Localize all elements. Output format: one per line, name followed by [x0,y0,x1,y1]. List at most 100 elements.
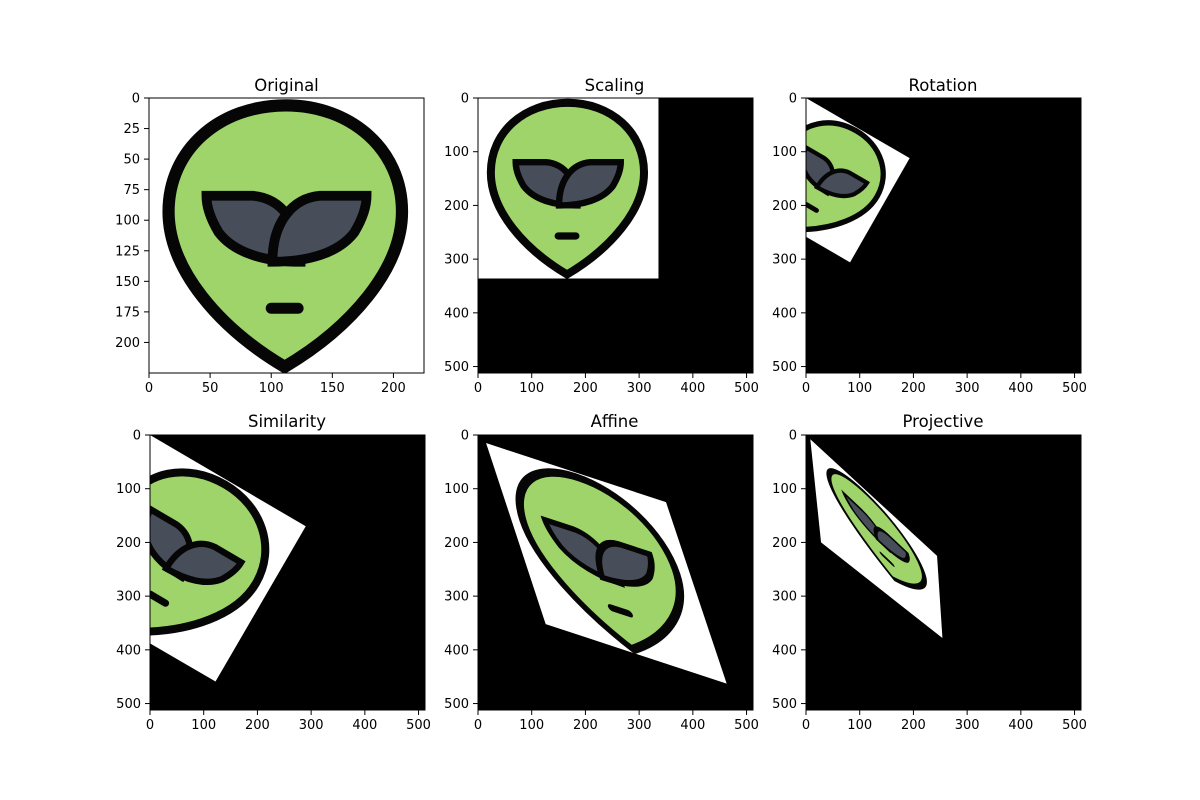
x-tick-label: 400 [1008,718,1033,733]
axes: 0 100 200 300 400 500 0 100 200 300 400 500 [444,92,759,397]
subplot-projective: Projective 0 100 200 300 400 500 0 100 200 300 400… [772,412,1087,733]
x-tick-label: 200 [573,718,598,733]
x-tick-label: 400 [352,718,377,733]
y-tick-label: 50 [123,153,140,168]
y-tick-label: 0 [461,92,469,107]
y-tick-label: 0 [132,92,140,107]
subplot-title: Rotation [908,76,977,95]
y-tick-label: 300 [444,253,469,268]
x-tick-label: 100 [847,381,872,396]
y-tick-label: 200 [116,536,141,551]
x-tick-label: 0 [145,381,153,396]
subplot-title: Scaling [585,76,645,95]
axes: 0 50 100 150 200 0 25 50 75 100 125 150 175 200 [115,92,425,396]
x-tick-label: 150 [320,381,345,396]
x-tick-label: 100 [191,718,216,733]
image-content [806,435,1081,710]
y-tick-label: 400 [772,643,797,658]
x-tick-label: 200 [381,381,406,396]
x-tick-label: 200 [245,718,270,733]
y-tick-label: 500 [444,360,469,375]
y-tick-label: 25 [123,122,140,137]
axes: 0 100 200 300 400 500 0 100 200 300 400 500 [116,429,431,734]
y-tick-label: 200 [444,536,469,551]
y-tick-label: 200 [115,336,140,351]
image-content [149,98,424,373]
subplot-title: Affine [591,412,639,431]
x-tick-label: 200 [573,381,598,396]
x-tick-label: 300 [627,381,652,396]
image-content [478,435,753,710]
axes-frame [149,434,426,711]
axes: 0 100 200 300 400 500 0 100 200 300 400 500 [772,92,1087,397]
axes-frame [805,434,1082,711]
image-content [478,98,753,373]
y-tick-label: 300 [772,590,797,605]
y-tick-label: 500 [772,360,797,375]
image-area [149,98,424,373]
y-tick-label: 100 [444,482,469,497]
y-tick-label: 500 [444,697,469,712]
x-tick-label: 0 [474,381,482,396]
subplot-similarity: Similarity 0 100 200 300 400 500 0 100 200 300 400… [116,412,431,734]
axes-frame [477,97,754,374]
x-tick-label: 50 [202,381,219,396]
x-tick-label: 0 [802,718,810,733]
image-area [150,435,425,710]
y-tick-label: 200 [772,536,797,551]
y-tick-label: 400 [772,306,797,321]
y-tick-label: 0 [133,429,141,444]
y-tick-label: 100 [772,482,797,497]
axes-frame [477,434,754,711]
y-tick-label: 100 [444,145,469,160]
x-tick-label: 400 [1008,381,1033,396]
image-content [806,98,1081,373]
x-tick-label: 100 [847,718,872,733]
y-tick-label: 75 [123,183,140,198]
x-tick-label: 300 [299,718,324,733]
x-tick-label: 500 [1062,718,1087,733]
subplot-scaling: Scaling 0 100 200 300 400 500 0 100 200 300 400 500 [444,76,759,396]
y-tick-label: 200 [444,199,469,214]
x-tick-label: 200 [901,718,926,733]
y-tick-label: 500 [772,697,797,712]
x-tick-label: 400 [680,381,705,396]
y-tick-label: 400 [444,643,469,658]
axes: 0 100 200 300 400 500 0 100 200 300 400 500 [444,429,759,734]
image-area [478,98,753,373]
y-tick-label: 0 [789,92,797,107]
x-tick-label: 500 [734,718,759,733]
y-tick-label: 300 [116,590,141,605]
x-tick-label: 500 [406,718,431,733]
image-content [150,435,425,710]
subplot-title: Similarity [248,412,326,431]
axes: 0 100 200 300 400 500 0 100 200 300 400 500 [772,429,1087,734]
y-tick-label: 100 [115,214,140,229]
image-area [478,435,753,710]
y-tick-label: 300 [772,253,797,268]
y-tick-label: 175 [115,305,140,320]
x-tick-label: 0 [146,718,154,733]
x-tick-label: 100 [519,718,544,733]
y-tick-label: 150 [115,275,140,290]
x-tick-label: 400 [680,718,705,733]
subplot-affine: Affine 0 100 200 300 400 500 0 100 200 300 400 500 [444,412,759,733]
x-tick-label: 300 [955,718,980,733]
axes-frame [805,97,1082,374]
y-tick-label: 100 [772,145,797,160]
subplot-title: Projective [903,412,984,431]
x-tick-label: 500 [1062,381,1087,396]
y-tick-label: 200 [772,199,797,214]
subplot-rotation: Rotation 0 100 200 300 400 500 0 100 200 300 400 50… [772,76,1087,397]
y-tick-label: 400 [116,643,141,658]
y-tick-label: 100 [116,482,141,497]
subplot-original: Original 0 50 100 150 200 0 25 50 75 100 125 150 175… [115,76,425,396]
x-tick-label: 300 [955,381,980,396]
y-tick-label: 300 [444,590,469,605]
x-tick-label: 0 [474,718,482,733]
y-tick-label: 125 [115,244,140,259]
x-tick-label: 300 [627,718,652,733]
x-tick-label: 100 [259,381,284,396]
x-tick-label: 0 [802,381,810,396]
x-tick-label: 500 [734,381,759,396]
